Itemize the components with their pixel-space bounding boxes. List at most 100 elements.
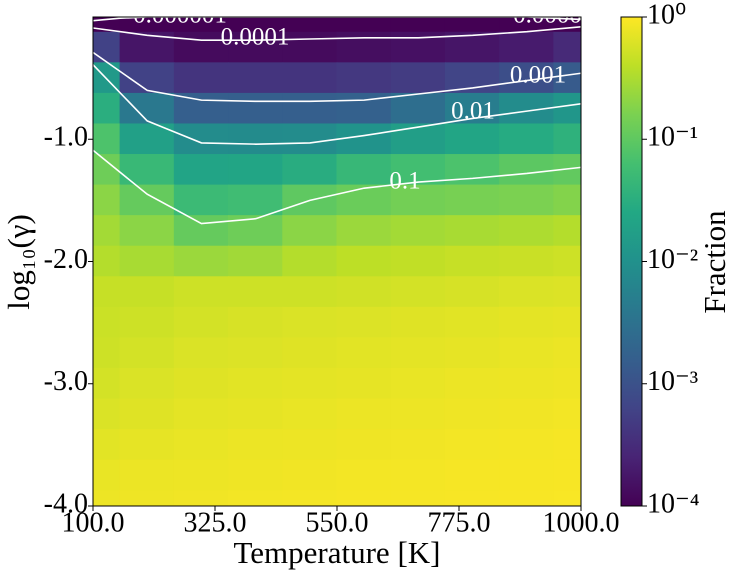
heat-cell <box>93 215 121 247</box>
heat-cell <box>499 490 555 506</box>
heat-cell <box>444 490 501 506</box>
heat-cell <box>553 276 581 308</box>
heat-cell <box>228 459 284 492</box>
heat-cell <box>499 17 555 33</box>
x-tick-label: 775.0 <box>428 507 491 538</box>
heat-cell <box>173 459 230 492</box>
heat-cell <box>390 306 446 339</box>
heat-cell <box>282 31 338 64</box>
heat-cell <box>119 215 175 247</box>
heat-cell <box>444 245 501 278</box>
heat-cell <box>390 276 446 308</box>
heat-cell <box>119 337 175 369</box>
heat-cell <box>119 429 175 461</box>
colorbar <box>620 16 643 507</box>
heat-cell <box>173 398 230 431</box>
colorbar-label: Fraction <box>697 210 732 314</box>
heat-cell <box>173 31 230 64</box>
heat-cell <box>336 17 392 33</box>
heat-cell <box>553 245 581 278</box>
heat-cell <box>173 215 230 247</box>
y-tick-label: -4.0 <box>44 488 88 519</box>
heat-cell <box>228 398 284 431</box>
heat-cell <box>119 490 175 506</box>
heat-cell <box>93 31 121 64</box>
heat-cell <box>336 184 392 217</box>
heat-cell <box>282 17 338 33</box>
heat-cell <box>390 17 446 33</box>
heat-cell <box>119 245 175 278</box>
heat-cell <box>336 490 392 506</box>
heat-cell <box>499 429 555 461</box>
heat-cell <box>173 92 230 125</box>
heat-cell <box>336 154 392 186</box>
heat-cell <box>444 429 501 461</box>
heat-cell <box>499 276 555 308</box>
y-axis-label: log₁₀(γ) <box>1 214 36 310</box>
heat-cell <box>173 337 230 369</box>
colorbar-tick-label: 10⁰ <box>647 0 686 30</box>
heat-cell <box>390 398 446 431</box>
heat-cell <box>390 337 446 369</box>
heat-cell <box>282 123 338 156</box>
heat-cell <box>336 367 392 400</box>
heat-cell <box>553 429 581 461</box>
heat-cell <box>119 17 175 33</box>
heat-cell <box>553 367 581 400</box>
heat-cell <box>173 123 230 156</box>
heat-cell <box>93 490 121 506</box>
heat-cell <box>228 17 284 33</box>
heat-cell <box>119 92 175 125</box>
heat-cell <box>173 62 230 94</box>
heat-cell <box>499 154 555 186</box>
heat-cell <box>282 215 338 247</box>
heat-cell <box>282 306 338 339</box>
heat-cell <box>119 154 175 186</box>
contour-label: 0.001 <box>510 62 566 89</box>
heat-cell <box>390 123 446 156</box>
heat-cell <box>553 31 581 64</box>
heat-cell <box>336 459 392 492</box>
heat-cell <box>444 337 501 369</box>
colorbar-tick-label: 10⁻⁴ <box>647 488 700 519</box>
heat-cell <box>119 276 175 308</box>
contour-label: 0.000001 <box>513 2 607 29</box>
heat-cell <box>444 17 501 33</box>
contour-label: 0.000001 <box>133 2 227 29</box>
heat-cell <box>444 398 501 431</box>
heat-cell <box>173 367 230 400</box>
heat-cell <box>173 306 230 339</box>
heat-cell <box>390 490 446 506</box>
heat-cell <box>93 184 121 217</box>
heat-cell <box>499 215 555 247</box>
y-tick-label: -1.0 <box>44 122 88 153</box>
heat-cell <box>336 31 392 64</box>
heat-cell <box>444 123 501 156</box>
heat-cell <box>499 398 555 431</box>
x-tick-label: 100.0 <box>62 507 125 538</box>
heat-cell <box>390 367 446 400</box>
heat-cell <box>93 398 121 431</box>
heat-cell <box>228 184 284 217</box>
heat-cell <box>444 215 501 247</box>
heat-cell <box>444 31 501 64</box>
heat-cell <box>173 154 230 186</box>
heat-cell <box>499 245 555 278</box>
heatmap <box>93 17 581 506</box>
heat-cell <box>499 123 555 156</box>
heat-cell <box>390 92 446 125</box>
heat-cell <box>553 459 581 492</box>
heat-cell <box>282 154 338 186</box>
heat-cell <box>336 398 392 431</box>
heat-cell <box>282 429 338 461</box>
contour-line <box>93 149 581 225</box>
heat-cell <box>282 398 338 431</box>
heat-cell <box>499 337 555 369</box>
heat-cell <box>444 459 501 492</box>
heat-cell <box>228 276 284 308</box>
heat-cell <box>228 62 284 94</box>
heat-cell <box>173 276 230 308</box>
heat-cell <box>228 92 284 125</box>
heat-cell <box>93 306 121 339</box>
heat-cell <box>444 62 501 94</box>
